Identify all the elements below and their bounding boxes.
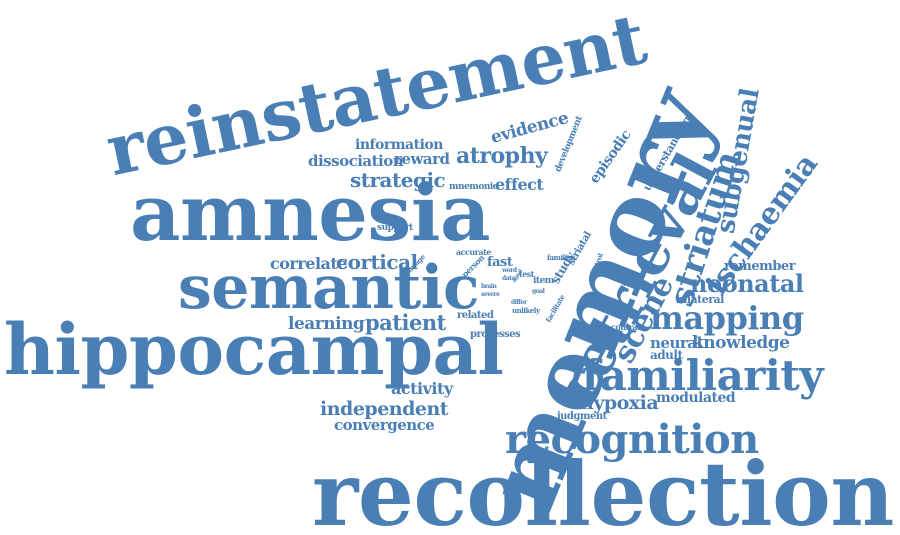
word-convergence: convergence xyxy=(334,416,435,434)
word-strategic: strategic xyxy=(350,168,446,192)
word-familiar: familiar xyxy=(547,253,575,262)
word-recognition: recognition xyxy=(505,416,759,463)
word-neural: neural xyxy=(650,334,702,352)
word-semantic: semantic xyxy=(178,253,479,323)
word-test: test xyxy=(519,269,534,279)
word-adult: adult xyxy=(650,348,683,362)
word-accurate: accurate xyxy=(456,247,491,257)
word-severe: severe xyxy=(481,291,500,298)
word-goal: goal xyxy=(532,288,545,295)
word-dissociation: dissociation xyxy=(308,152,404,170)
word-independent: independent xyxy=(320,398,449,420)
word-fast: fast xyxy=(487,255,513,270)
word-correlate: correlate xyxy=(270,254,347,273)
word-familiarity: familiarity xyxy=(582,351,824,400)
word-data: data xyxy=(502,275,515,282)
word-recollection: recollection xyxy=(312,442,894,535)
word-amnesia: amnesia xyxy=(130,168,491,259)
word-bilateral: bilateral xyxy=(676,293,724,306)
word-item: item xyxy=(533,276,554,286)
word-atrophy: atrophy xyxy=(456,143,548,169)
word-activity: activity xyxy=(391,379,453,398)
word-knowledge: knowledge xyxy=(692,333,790,353)
word-cortical: cortical xyxy=(336,250,418,274)
word-related: related xyxy=(457,310,494,321)
word-evidence: evidence xyxy=(488,108,571,148)
word-effect: effect xyxy=(495,175,544,194)
word-brain: brain xyxy=(481,283,497,290)
word-unlikely: unlikely xyxy=(512,306,540,315)
word-processes: processes xyxy=(470,329,521,340)
word-mnemonic: mnemonic xyxy=(449,182,498,192)
word-differ: differ xyxy=(511,299,527,306)
word-information: information xyxy=(355,137,443,153)
word-neonatal: neonatal xyxy=(690,269,804,298)
word-learning: learning xyxy=(288,314,365,334)
word-support: support xyxy=(377,223,413,233)
word-mapping: mapping xyxy=(650,299,804,337)
word-contrast: contrast xyxy=(611,322,645,332)
word-judgment: judgment xyxy=(557,411,607,422)
word-hippocampal: hippocampal xyxy=(4,308,504,391)
word-reward: reward xyxy=(394,150,450,168)
word-hypoxia: hypoxia xyxy=(580,392,659,414)
word-modulated: modulated xyxy=(656,390,736,406)
word-remember: remember xyxy=(724,259,796,274)
word-word: word xyxy=(502,267,517,274)
word-patient: patient xyxy=(365,310,446,335)
